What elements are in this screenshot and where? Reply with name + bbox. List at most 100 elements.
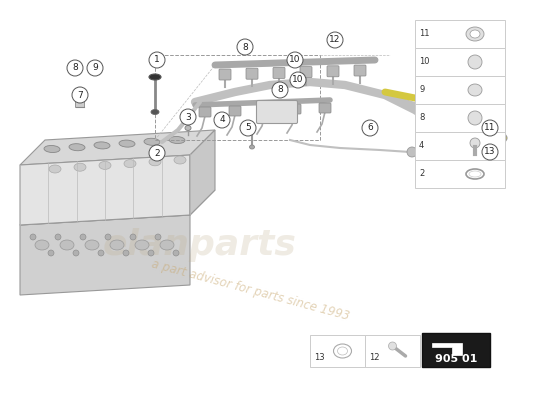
Circle shape: [327, 32, 343, 48]
FancyBboxPatch shape: [354, 65, 366, 76]
Circle shape: [240, 120, 256, 136]
Circle shape: [287, 52, 303, 68]
Ellipse shape: [250, 145, 255, 149]
Text: 2: 2: [154, 148, 160, 158]
Bar: [415, 76, 505, 104]
Ellipse shape: [169, 136, 185, 144]
Ellipse shape: [144, 138, 160, 145]
Circle shape: [148, 250, 154, 256]
Polygon shape: [190, 130, 215, 215]
Circle shape: [30, 234, 36, 240]
Ellipse shape: [174, 156, 186, 164]
Bar: [415, 48, 505, 76]
Bar: [415, 104, 505, 132]
Bar: [422, 333, 490, 367]
Text: 4: 4: [419, 142, 424, 150]
Bar: [415, 20, 505, 48]
Text: 9: 9: [92, 64, 98, 72]
Circle shape: [73, 250, 79, 256]
Text: 9: 9: [419, 86, 424, 94]
Polygon shape: [20, 155, 190, 225]
Circle shape: [173, 250, 179, 256]
Text: elanparts: elanparts: [103, 228, 297, 262]
Circle shape: [105, 234, 111, 240]
Circle shape: [67, 60, 83, 76]
FancyBboxPatch shape: [219, 69, 231, 80]
Circle shape: [407, 147, 417, 157]
Ellipse shape: [49, 165, 61, 173]
Polygon shape: [20, 130, 215, 165]
Text: 8: 8: [242, 42, 248, 52]
Polygon shape: [20, 190, 215, 225]
Circle shape: [180, 109, 196, 125]
Circle shape: [155, 234, 161, 240]
Text: 5: 5: [245, 124, 251, 132]
Circle shape: [149, 145, 165, 161]
Text: a part advisor for parts since 1993: a part advisor for parts since 1993: [150, 257, 350, 323]
Circle shape: [130, 234, 136, 240]
Ellipse shape: [124, 160, 136, 168]
Bar: [310, 335, 365, 367]
Ellipse shape: [493, 133, 507, 143]
Text: 11: 11: [484, 124, 496, 132]
FancyBboxPatch shape: [246, 68, 258, 79]
Ellipse shape: [149, 158, 161, 166]
Ellipse shape: [185, 126, 191, 130]
Text: 2: 2: [419, 170, 424, 178]
Circle shape: [362, 120, 378, 136]
Text: 8: 8: [277, 86, 283, 94]
Circle shape: [98, 250, 104, 256]
Ellipse shape: [466, 27, 484, 41]
Circle shape: [482, 144, 498, 160]
Circle shape: [214, 112, 230, 128]
Bar: [415, 160, 505, 188]
Text: 13: 13: [314, 353, 324, 362]
Ellipse shape: [44, 146, 60, 152]
Circle shape: [468, 55, 482, 69]
Ellipse shape: [85, 240, 99, 250]
Circle shape: [468, 111, 482, 125]
Ellipse shape: [35, 240, 49, 250]
Text: 10: 10: [289, 56, 301, 64]
Text: 905 01: 905 01: [435, 354, 477, 364]
Circle shape: [72, 87, 88, 103]
Circle shape: [87, 60, 103, 76]
Circle shape: [48, 250, 54, 256]
Circle shape: [80, 234, 86, 240]
Ellipse shape: [470, 30, 480, 38]
Ellipse shape: [151, 110, 159, 114]
Ellipse shape: [94, 142, 110, 149]
Text: 8: 8: [419, 114, 425, 122]
Ellipse shape: [160, 240, 174, 250]
FancyBboxPatch shape: [259, 105, 271, 115]
Circle shape: [149, 52, 165, 68]
Text: 4: 4: [219, 116, 225, 124]
FancyBboxPatch shape: [75, 100, 85, 108]
Text: 11: 11: [419, 30, 430, 38]
Text: 6: 6: [367, 124, 373, 132]
FancyBboxPatch shape: [289, 104, 301, 114]
Polygon shape: [432, 343, 462, 355]
Text: 10: 10: [292, 76, 304, 84]
Bar: [365, 335, 420, 367]
Circle shape: [470, 138, 480, 148]
Ellipse shape: [338, 347, 348, 355]
Ellipse shape: [110, 240, 124, 250]
Circle shape: [123, 250, 129, 256]
FancyBboxPatch shape: [229, 106, 241, 116]
Text: 1: 1: [154, 56, 160, 64]
Text: 8: 8: [72, 64, 78, 72]
FancyBboxPatch shape: [300, 67, 312, 78]
Ellipse shape: [99, 161, 111, 170]
Bar: [415, 132, 505, 160]
FancyBboxPatch shape: [273, 67, 285, 78]
FancyBboxPatch shape: [199, 107, 211, 117]
FancyBboxPatch shape: [256, 100, 298, 124]
Ellipse shape: [119, 140, 135, 147]
Circle shape: [388, 342, 397, 350]
Text: 10: 10: [419, 58, 430, 66]
Text: 12: 12: [369, 353, 379, 362]
Circle shape: [272, 82, 288, 98]
Circle shape: [290, 72, 306, 88]
Polygon shape: [20, 215, 190, 295]
